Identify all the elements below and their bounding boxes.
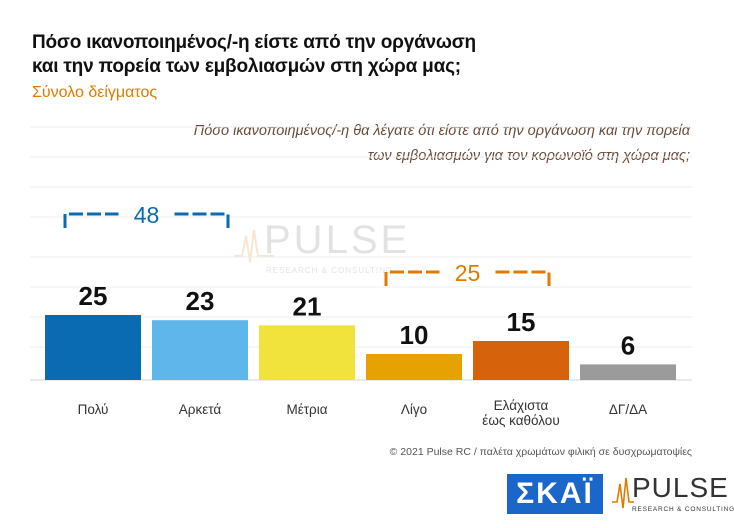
group-bracket [174,212,230,228]
category-label: Λίγο [401,402,427,417]
bar-value-label: 23 [186,286,215,316]
pulse-logo-word: PULSE [632,472,729,503]
pulse-logo-icon [612,477,634,509]
bar-value-label: 21 [293,291,322,321]
category-label: Μέτρια [286,402,327,417]
watermark-word: PULSE [264,218,411,262]
pulse-watermark: PULSE RESEARCH & CONSULTING [234,218,410,278]
chart-subtitle: Σύνολο δείγματος [32,84,158,101]
group-total-label: 25 [455,260,481,286]
group-bracket [384,270,440,286]
category-label: ΔΓ/ΔΑ [609,402,647,417]
category-label: Πολύ [78,402,109,417]
bar [259,325,355,380]
copyright-footer: © 2021 Pulse RC / παλέτα χρωμάτων φιλική… [389,446,692,458]
watermark-tagline: RESEARCH & CONSULTING [266,266,394,275]
bar [45,315,141,380]
group-bracket [63,212,119,228]
bar-value-label: 25 [79,281,108,311]
bar [580,364,676,380]
pulse-logo-tagline: RESEARCH & CONSULTING [632,506,734,513]
bar-value-label: 15 [507,307,536,337]
bar-value-label: 6 [621,330,635,360]
chart-title-line-1: Πόσο ικανοποιημένος/-η είστε από την οργ… [32,32,476,53]
skai-logo: ΣΚΑΪ [507,474,603,514]
pulse-logo: PULSE RESEARCH & CONSULTING [612,470,734,518]
bar [152,320,248,380]
group-total-label: 48 [134,202,160,228]
bar-value-label: 10 [400,320,429,350]
bar [473,341,569,380]
category-label: Αρκετά [179,402,222,417]
category-label: έως καθόλου [482,413,559,428]
bar [366,354,462,380]
pulse-wave-icon [234,229,274,263]
question-line-2: των εμβολιασμών για τον κορωνοϊό στη χώρ… [367,148,690,164]
group-bracket [495,270,551,286]
chart-title-line-2: και την πορεία των εμβολιασμών στη χώρα … [32,56,461,77]
category-label: Ελάχιστα [494,398,549,413]
